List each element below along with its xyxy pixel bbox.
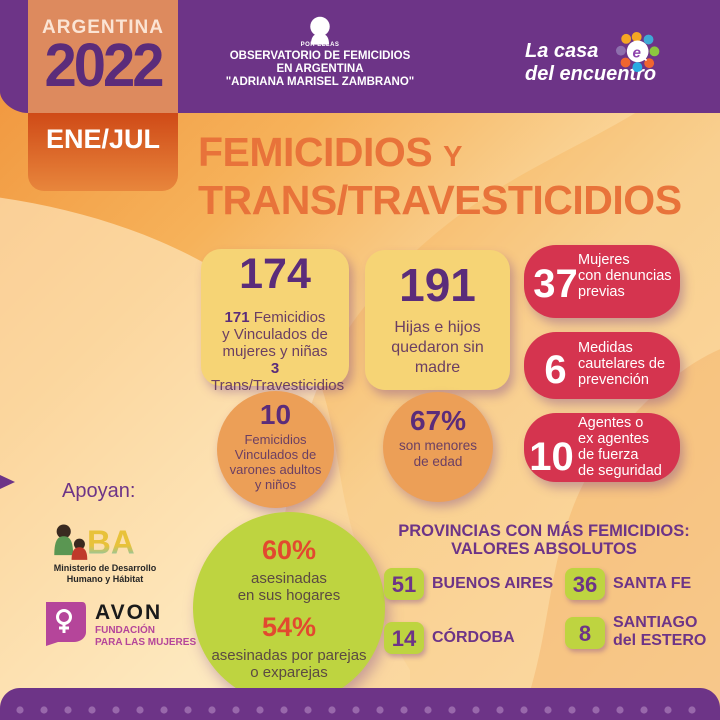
svg-text:BA: BA xyxy=(87,524,135,561)
svg-text:e: e xyxy=(632,44,640,61)
